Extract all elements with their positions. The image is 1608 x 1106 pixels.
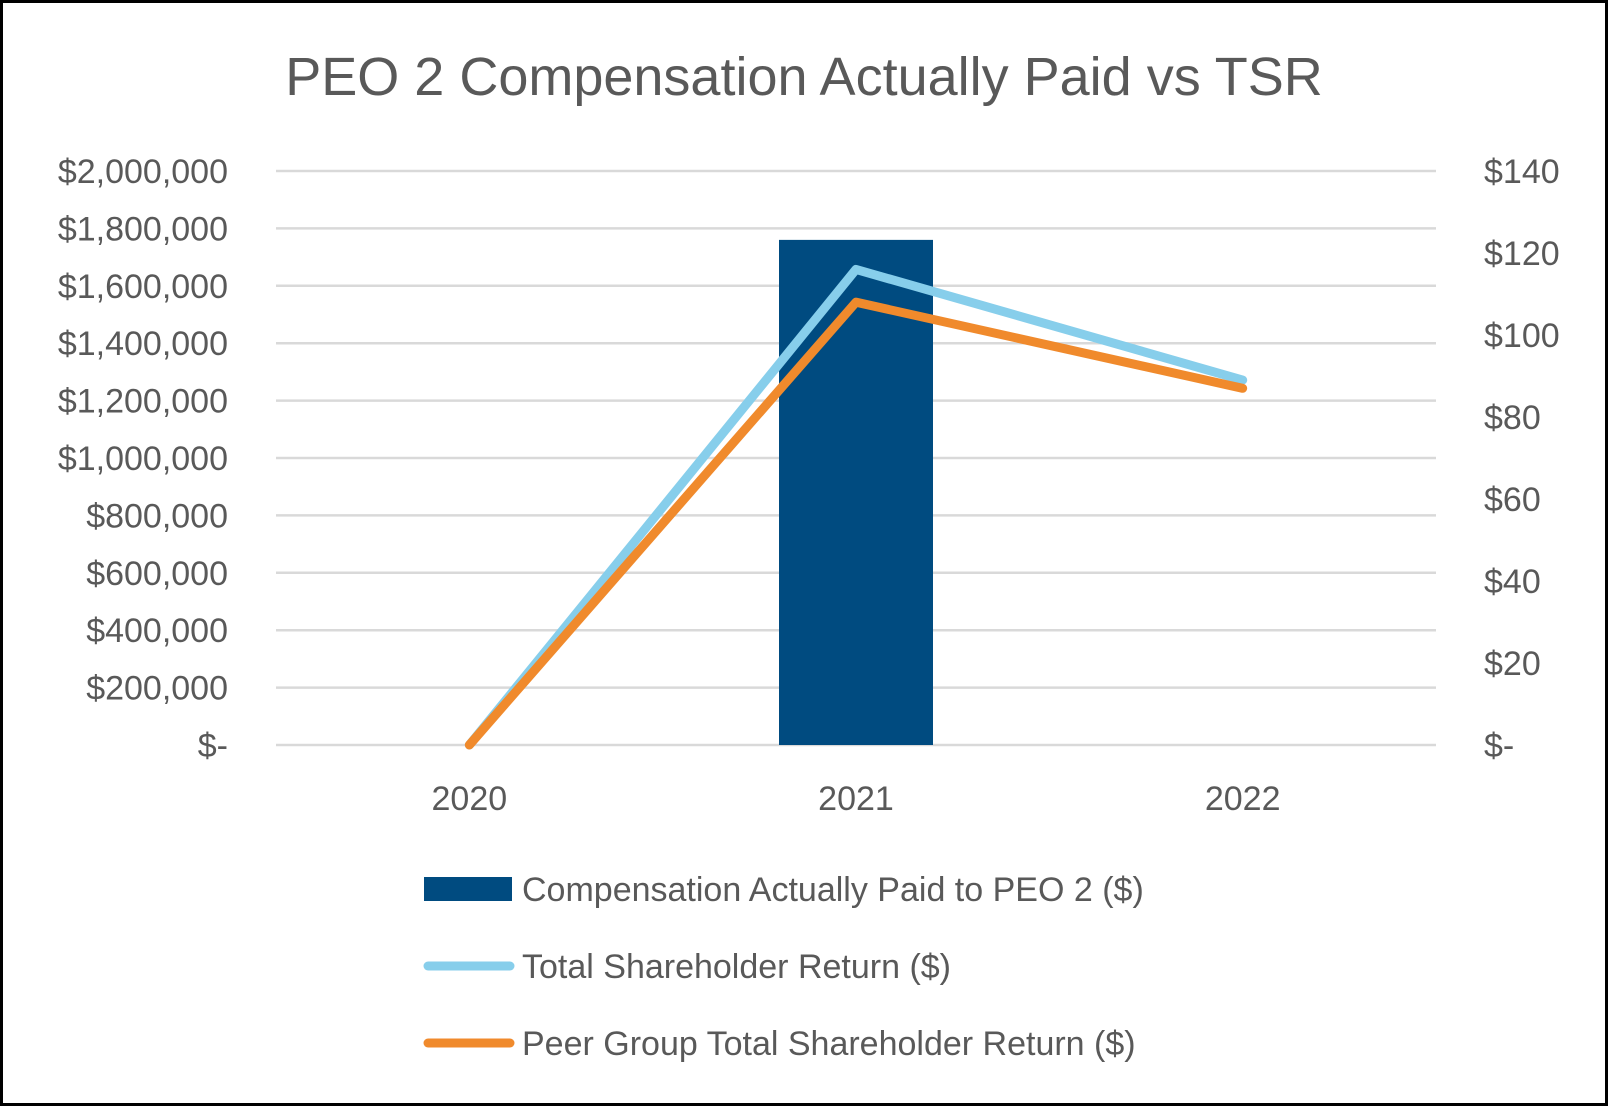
left-tick-label: $1,600,000 xyxy=(58,268,228,306)
right-axis-ticks: $140 $120 $100 $80 $60 $40 $20 $- xyxy=(1484,153,1560,765)
left-tick-label: $2,000,000 xyxy=(58,153,228,191)
legend-label: Total Shareholder Return ($) xyxy=(522,948,951,986)
left-tick-label: $1,400,000 xyxy=(58,325,228,363)
left-tick-label: $200,000 xyxy=(86,670,228,708)
legend-swatch xyxy=(424,877,512,901)
series-line xyxy=(464,264,1248,750)
right-tick-label: $100 xyxy=(1484,317,1560,355)
x-tick-label: 2020 xyxy=(432,780,508,818)
left-tick-label: $- xyxy=(198,727,228,765)
bar xyxy=(779,239,933,745)
left-tick-label: $1,800,000 xyxy=(58,210,228,248)
right-tick-label: $- xyxy=(1484,727,1514,765)
legend-label: Compensation Actually Paid to PEO 2 ($) xyxy=(522,871,1144,909)
chart-title: PEO 2 Compensation Actually Paid vs TSR xyxy=(285,47,1323,107)
left-tick-label: $1,000,000 xyxy=(58,440,228,478)
right-tick-label: $20 xyxy=(1484,645,1541,683)
left-tick-label: $400,000 xyxy=(86,612,228,650)
left-tick-label: $1,200,000 xyxy=(58,383,228,421)
right-tick-label: $80 xyxy=(1484,399,1541,437)
x-tick-label: 2021 xyxy=(818,780,894,818)
right-tick-label: $60 xyxy=(1484,481,1541,519)
x-tick-label: 2022 xyxy=(1205,780,1281,818)
line-series xyxy=(464,264,1248,750)
left-tick-label: $600,000 xyxy=(86,555,228,593)
right-tick-label: $40 xyxy=(1484,563,1541,601)
bar-series xyxy=(779,239,933,745)
left-tick-label: $800,000 xyxy=(86,497,228,535)
series-line xyxy=(464,297,1248,750)
left-axis-ticks: $2,000,000 $1,800,000 $1,600,000 $1,400,000… xyxy=(58,153,228,765)
legend: Compensation Actually Paid to PEO 2 ($) T… xyxy=(423,871,1144,1063)
right-tick-label: $120 xyxy=(1484,235,1560,273)
legend-label: Peer Group Total Shareholder Return ($) xyxy=(522,1025,1136,1063)
right-tick-label: $140 xyxy=(1484,153,1560,191)
x-axis-ticks: 2020 2021 2022 xyxy=(432,780,1281,818)
